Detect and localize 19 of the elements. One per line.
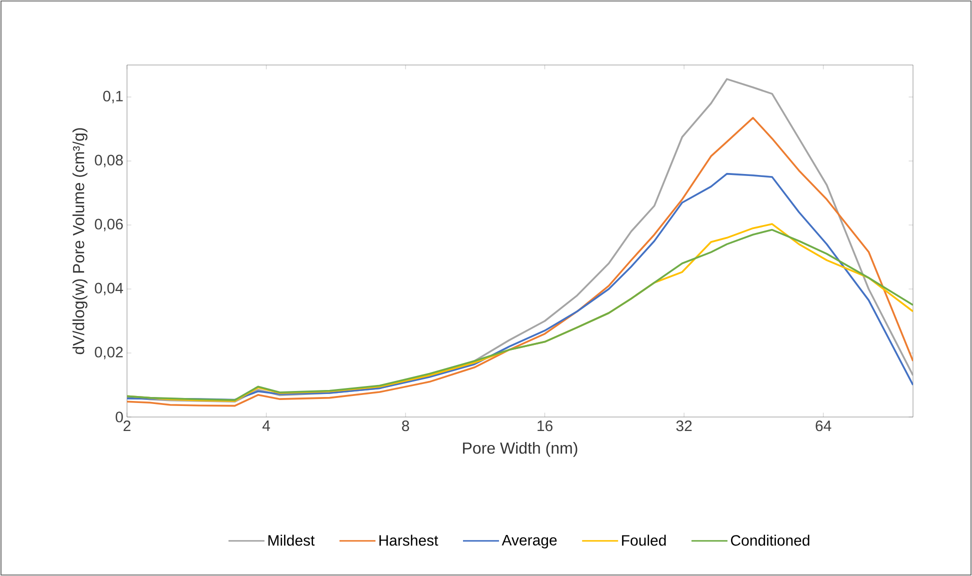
y-tick-label: 0,06 bbox=[94, 218, 123, 232]
legend-label: Average bbox=[502, 535, 557, 548]
x-tick-label: 4 bbox=[262, 420, 270, 431]
legend-label: Harshest bbox=[379, 534, 438, 546]
x-tick-label: 2 bbox=[124, 420, 130, 432]
y-tick-label: 0,04 bbox=[94, 282, 124, 296]
legend-label: Fouled bbox=[622, 534, 666, 546]
y-tick-label: 0 bbox=[116, 412, 123, 422]
y-tick-label: 0,1 bbox=[103, 90, 123, 104]
y-axis-title: dV/dlog(w) Pore Volume (cm³/g) bbox=[72, 128, 88, 354]
y-tick-label: 0,08 bbox=[94, 154, 123, 168]
y-tick-label: 0,02 bbox=[94, 346, 123, 360]
x-tick-label: 32 bbox=[676, 420, 692, 432]
x-axis-title: Pore Width (nm) bbox=[463, 442, 578, 457]
x-tick-label: 16 bbox=[538, 420, 552, 432]
x-tick-label: 8 bbox=[402, 420, 410, 432]
legend-label: Mildest bbox=[268, 534, 315, 546]
x-tick-label: 64 bbox=[816, 420, 832, 432]
legend-label: Conditioned bbox=[730, 534, 810, 546]
